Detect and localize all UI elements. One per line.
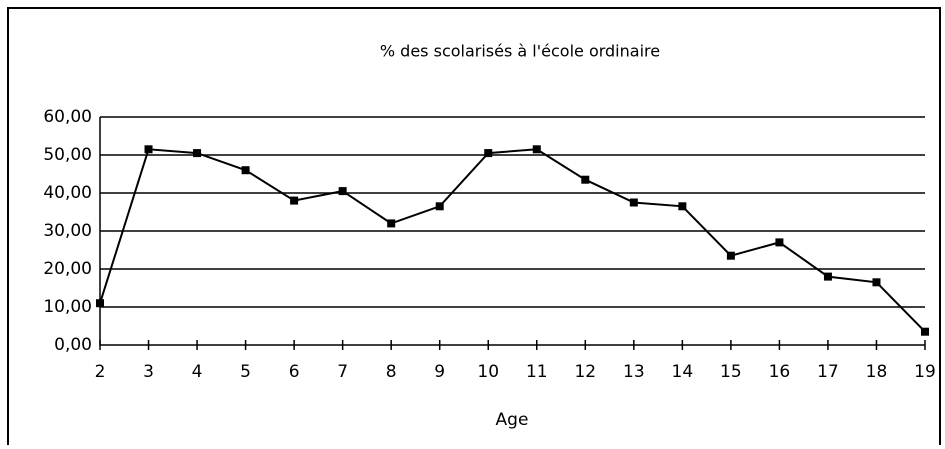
y-tick-label: 10,00 [43,297,92,317]
data-line [99,148,926,333]
x-tick-label: 7 [337,362,348,382]
x-tick-label: 10 [477,362,499,382]
x-tick-label: 18 [866,362,888,382]
y-tick-label: 0,00 [54,335,92,355]
data-point [921,327,929,336]
y-tick-label: 50,00 [43,145,92,165]
data-point [484,149,493,158]
data-point [338,187,347,196]
data-point [872,278,881,287]
x-tick-label: 17 [817,362,839,382]
data-point [435,202,444,211]
x-axis-label: Age [496,410,529,430]
x-tick-label: 12 [574,362,596,382]
x-tick-label: 15 [720,362,742,382]
y-tick-label: 30,00 [43,221,92,241]
x-tick-label: 14 [672,362,694,382]
x-tick-label: 5 [240,362,251,382]
y-tick-label: 60,00 [43,107,92,127]
data-point [193,149,202,158]
x-tick-label: 2 [95,362,106,382]
x-tick-label: 6 [289,362,300,382]
data-point [144,145,153,154]
data-point [290,196,299,205]
data-point [241,166,250,175]
data-point [581,175,590,184]
data-point [775,238,784,247]
y-tick-label: 40,00 [43,183,92,203]
x-tick-label: 3 [143,362,154,382]
x-tick-label: 19 [914,362,936,382]
y-tick-label: 20,00 [43,259,92,279]
data-point [532,145,541,154]
x-tick-label: 8 [386,362,397,382]
x-tick-label: 9 [434,362,445,382]
data-point [726,251,735,260]
x-tick-label: 11 [526,362,548,382]
x-tick-label: 13 [623,362,645,382]
data-point [387,219,396,228]
x-tick-label: 16 [769,362,791,382]
data-point [629,198,638,207]
data-point [678,202,687,211]
chart-title: % des scolarisés à l'école ordinaire [380,42,660,61]
data-point [823,272,832,281]
data-point [96,299,104,308]
x-tick-label: 4 [192,362,203,382]
